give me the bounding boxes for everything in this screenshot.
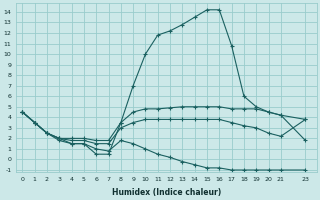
X-axis label: Humidex (Indice chaleur): Humidex (Indice chaleur): [112, 188, 221, 197]
